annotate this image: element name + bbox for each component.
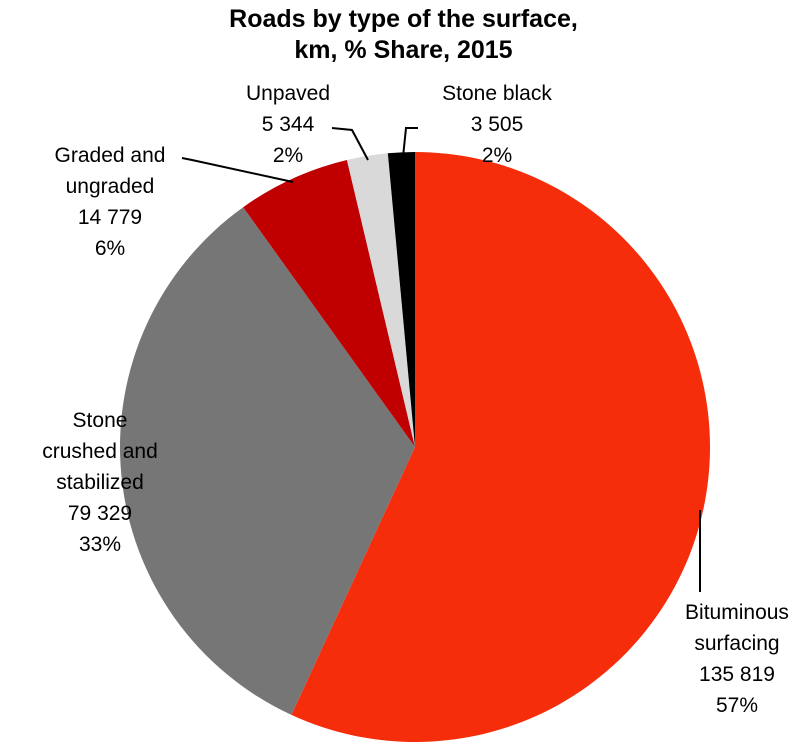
share-label: 33% <box>78 533 122 556</box>
share-label: 2% <box>481 144 513 167</box>
value-label: 3 505 <box>470 113 524 136</box>
category-name: Graded and ungraded <box>54 144 166 198</box>
category-name: Stone crushed and stabilized <box>42 409 158 494</box>
leader-line <box>331 127 369 161</box>
pie-slice <box>119 207 415 715</box>
share-label: 57% <box>715 694 759 717</box>
value-label: 5 344 <box>261 113 315 136</box>
category-name: Stone black <box>442 82 552 105</box>
value-label: 135 819 <box>699 663 775 686</box>
slice-label: Bituminous surfacing 135 819 57% <box>685 597 789 721</box>
category-name: Bituminous surfacing <box>685 601 789 655</box>
value-label: 79 329 <box>67 502 133 525</box>
slices <box>119 152 710 742</box>
pie-slice <box>243 159 415 447</box>
pie-slice <box>291 152 710 742</box>
pie-slice <box>346 153 415 447</box>
leader-line <box>181 157 294 183</box>
slice-label: Graded and ungraded 14 779 6% <box>55 140 166 264</box>
slice-label: Unpaved 5 344 2% <box>246 78 330 171</box>
chart-title: Roads by type of the surface, km, % Shar… <box>229 5 578 64</box>
share-label: 2% <box>272 144 304 167</box>
slice-label: Stone black 3 505 2% <box>442 78 552 171</box>
value-label: 14 779 <box>77 206 143 229</box>
category-name: Unpaved <box>245 82 331 105</box>
leader-line <box>402 127 418 158</box>
share-label: 6% <box>94 237 126 260</box>
slice-label: Stone crushed and stabilized 79 329 33% <box>42 405 158 560</box>
pie-slice <box>387 152 415 447</box>
